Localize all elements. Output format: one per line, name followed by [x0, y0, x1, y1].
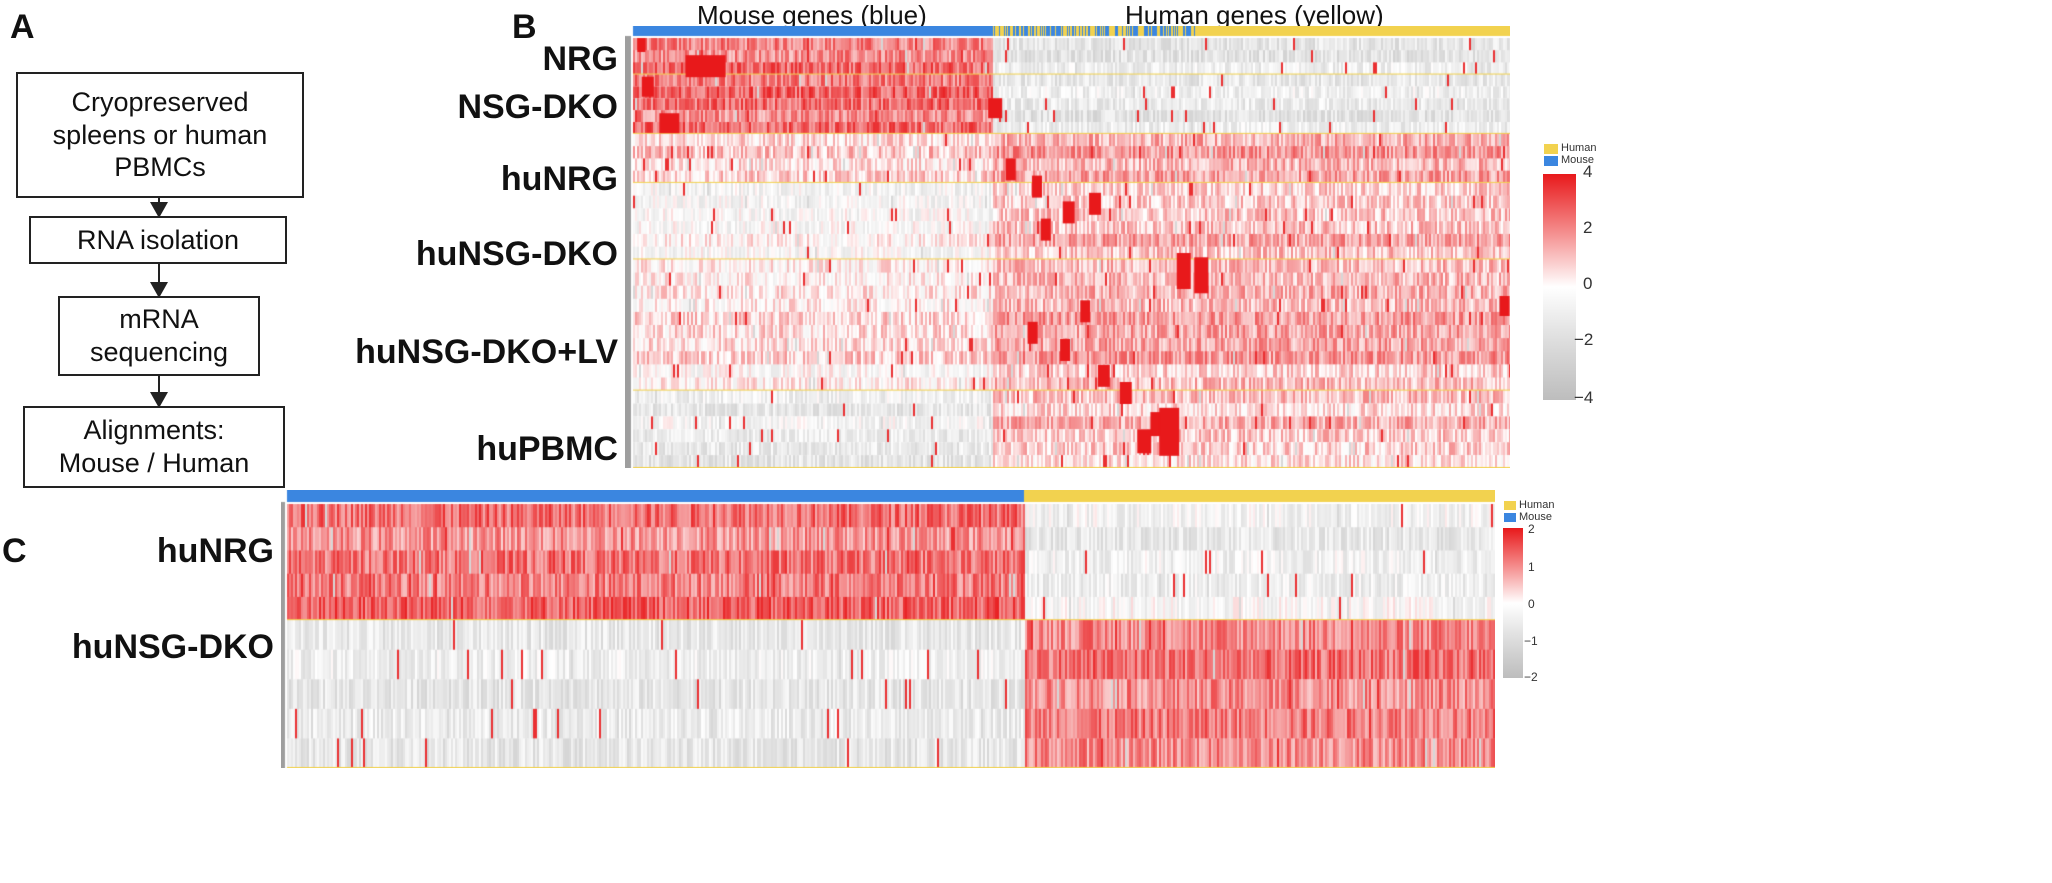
flow-arrow-2: [150, 264, 168, 298]
flow-step-alignments: Alignments: Mouse / Human: [23, 406, 285, 488]
flow-step-cryopreserved: Cryopreserved spleens or human PBMCs: [16, 72, 304, 198]
panel-b-letter: B: [512, 8, 537, 46]
colorbar-b-tick: 2: [1583, 218, 1593, 237]
flow-arrow-3: [150, 376, 168, 408]
heatmap-b: [625, 26, 1510, 468]
row-label-hupbmc: huPBMC: [476, 430, 618, 468]
flow-step-rna-isolation: RNA isolation: [29, 216, 287, 264]
legend-b-human-swatch: [1544, 144, 1558, 154]
legend-b-mouse-label: Mouse: [1561, 154, 1595, 166]
heatmap-c: [281, 490, 1495, 768]
colorbar-b-tick: 4: [1583, 162, 1593, 181]
colorbar-b-tick: 0: [1583, 274, 1593, 293]
colorbar-b-tick: −2: [1574, 330, 1594, 349]
colorbar-c-tick: −2: [1524, 670, 1538, 684]
colorbar-c-tick: 0: [1528, 597, 1535, 611]
row-label-nsg-dko: NSG-DKO: [457, 88, 618, 126]
panel-a-letter: A: [10, 8, 35, 46]
colorbar-b-tick: −4: [1574, 388, 1594, 407]
row-label-nrg: NRG: [542, 40, 618, 78]
row-label-c-hunrg: huNRG: [156, 532, 274, 570]
legend-c-human-swatch: [1504, 501, 1516, 510]
human-genes-title: Human genes (yellow): [1125, 0, 1384, 30]
flow-step-mrna-sequencing: mRNA sequencing: [58, 296, 260, 376]
panel-c-letter: C: [2, 532, 27, 570]
flow-arrow-1: [150, 198, 168, 218]
row-label-hunsg-dko-lv: huNSG-DKO+LV: [355, 333, 618, 371]
colorbar-c-tick: 1: [1528, 560, 1535, 574]
mouse-genes-title: Mouse genes (blue): [697, 0, 927, 30]
row-label-hunsg-dko: huNSG-DKO: [415, 235, 618, 273]
legend-c-human-label: Human: [1519, 499, 1555, 511]
row-label-hunrg: huNRG: [500, 160, 618, 198]
legend-b-human-label: Human: [1561, 142, 1597, 154]
colorbar-b: [1543, 174, 1576, 400]
legend-c-mouse-label: Mouse: [1519, 511, 1553, 523]
colorbar-c-tick: 2: [1528, 522, 1535, 536]
row-label-c-hunsg-dko: huNSG-DKO: [71, 628, 274, 666]
colorbar-c: [1503, 528, 1523, 678]
legend-b-mouse-swatch: [1544, 156, 1558, 166]
colorbar-c-tick: −1: [1524, 634, 1538, 648]
legend-c-mouse-swatch: [1504, 513, 1516, 522]
